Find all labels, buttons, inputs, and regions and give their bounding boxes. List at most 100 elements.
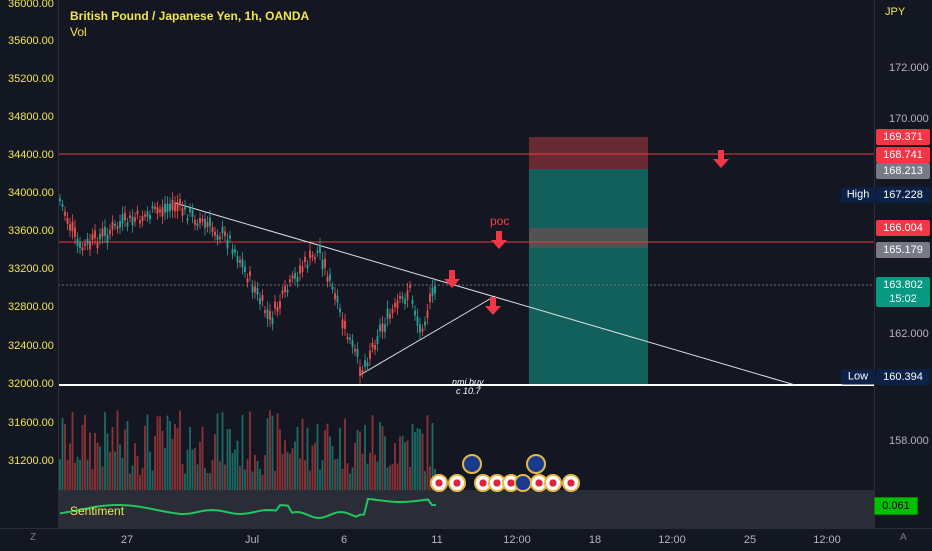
left-price-axis[interactable]: 36000.00 35600.00 35200.00 34800.00 3440… [0,0,59,528]
candle-body [416,316,419,326]
volume-bar [86,459,89,490]
candle-body [374,345,376,350]
candle-body [291,275,294,279]
sentiment-label[interactable]: Sentiment [70,504,125,518]
candle-body [379,324,381,332]
candle-body [389,313,391,319]
volume-bar [231,453,234,490]
volume-bar [191,449,194,490]
jp-flag-icon[interactable] [562,474,580,492]
sentiment-pane [58,490,874,528]
volume-bar [91,469,94,490]
volume-bar [126,421,129,490]
candle-body [191,210,194,217]
candle-body [376,336,379,345]
candle-body [216,234,219,240]
volume-bar [206,472,209,490]
right-axis-tick: 162.000 [889,328,929,340]
left-axis-tick: 35600.00 [8,35,54,47]
candle-body [391,309,394,314]
price-label-poc: 166.004 [876,220,930,236]
candle-body [109,229,111,235]
candle-body [344,320,346,329]
candle-body [361,370,364,374]
volume-bar [276,413,279,490]
volume-bar [226,428,229,490]
volume-bar [316,423,319,490]
time-tick: 18 [588,534,602,546]
candle-body [229,235,231,239]
candle-body [116,226,119,230]
candle-body [349,337,351,340]
right-axis-tick: 172.000 [889,62,929,74]
uk-flag-icon[interactable] [526,454,546,474]
economic-events[interactable] [430,452,590,492]
left-axis-tick: 31200.00 [8,455,54,467]
candle-body [161,207,164,217]
time-tick: Jul [244,534,260,546]
volume-bar [166,415,169,490]
volume-bar [321,460,324,490]
candle-body [239,260,241,263]
candle-body [419,324,421,333]
ascending-trendline[interactable] [359,295,496,376]
volume-bar [189,426,191,490]
volume-bar [136,455,139,490]
volume-bar [244,469,246,490]
volume-bar [79,459,81,490]
down-arrow-icon [444,270,460,288]
candle-body [169,203,171,211]
candles-group [59,192,436,384]
volume-bar [71,411,74,490]
time-tick: 12:00 [813,534,841,546]
volume-bar [116,410,119,490]
volume-bar [426,415,429,490]
candle-body [196,223,199,227]
volume-bar [361,453,364,490]
target-zone[interactable] [529,169,648,385]
volume-bar [354,442,356,490]
candle-body [421,328,424,332]
volume-bar [291,448,294,490]
jp-flag-icon[interactable] [430,474,448,492]
volume-bar [419,429,421,490]
candle-body [69,224,71,231]
candle-body [101,228,104,237]
uk-flag-icon[interactable] [462,454,482,474]
candle-body [286,289,289,293]
candle-body [99,233,101,240]
zoom-icon[interactable]: Z [30,532,37,543]
candle-body [396,300,399,309]
volume-bar [381,426,384,490]
candle-body [206,221,209,227]
volume-bar [399,436,401,490]
candle-body [321,259,324,270]
price-label-level: 168.741 [876,147,930,163]
stop-zone[interactable] [529,137,648,169]
time-tick: 11 [431,534,443,546]
volume-bar [186,449,189,490]
candle-body [274,301,276,309]
jp-flag-icon[interactable] [448,474,466,492]
candle-body [404,298,406,305]
volume-indicator-label[interactable]: Vol [70,25,87,39]
volume-bar [301,418,304,490]
candle-body [114,223,116,226]
volume-bar [96,442,99,490]
descending-trendline[interactable] [174,202,796,386]
time-axis[interactable]: Z 27 Jul 6 11 12:00 18 12:00 25 12:00 A [0,528,932,551]
candle-body [71,221,74,232]
candle-body [194,219,196,225]
candle-body [181,208,184,216]
candle-body [306,264,309,269]
volume-bar [331,445,334,490]
auto-scale-button[interactable]: A [900,532,907,543]
candle-body [119,221,121,228]
candle-body [129,215,131,219]
candle-body [371,342,374,348]
candle-body [159,209,161,213]
right-price-axis[interactable]: JPY 172.000 170.000 162.000 158.000 [874,0,932,528]
left-axis-tick: 32400.00 [8,340,54,352]
jp-flag-icon[interactable] [544,474,562,492]
